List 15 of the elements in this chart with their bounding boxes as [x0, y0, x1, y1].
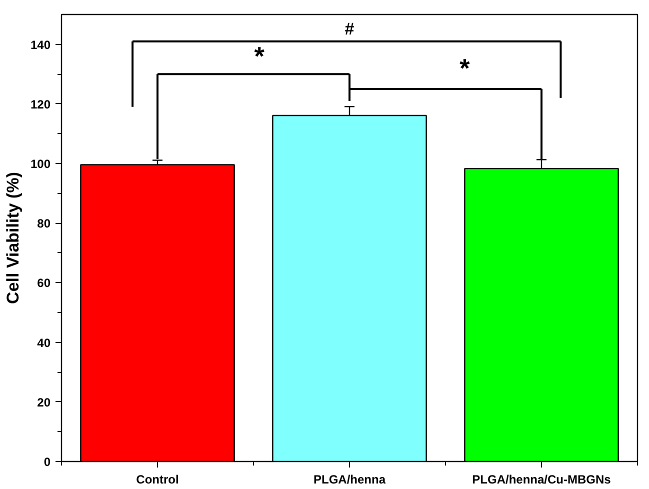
- x-tick-label: PLGA/henna: [313, 472, 386, 486]
- x-tick-label: Control: [136, 472, 179, 486]
- annotation: *: [460, 53, 471, 84]
- y-tick-label: 100: [30, 157, 51, 171]
- y-tick-label: 60: [37, 276, 51, 290]
- y-axis-title: Cell Viability (%): [3, 172, 22, 304]
- annotation: #: [344, 19, 355, 38]
- y-tick-label: 40: [37, 336, 51, 350]
- annotation: *: [254, 41, 266, 72]
- y-tick-label: 20: [37, 395, 51, 410]
- y-tick-label: 120: [30, 97, 51, 112]
- x-tick-label: PLGA/henna/Cu-MBGNs: [472, 472, 612, 486]
- y-tick-label: 0: [44, 455, 51, 469]
- y-tick-label: 80: [37, 216, 51, 231]
- y-tick-label: 140: [30, 38, 51, 52]
